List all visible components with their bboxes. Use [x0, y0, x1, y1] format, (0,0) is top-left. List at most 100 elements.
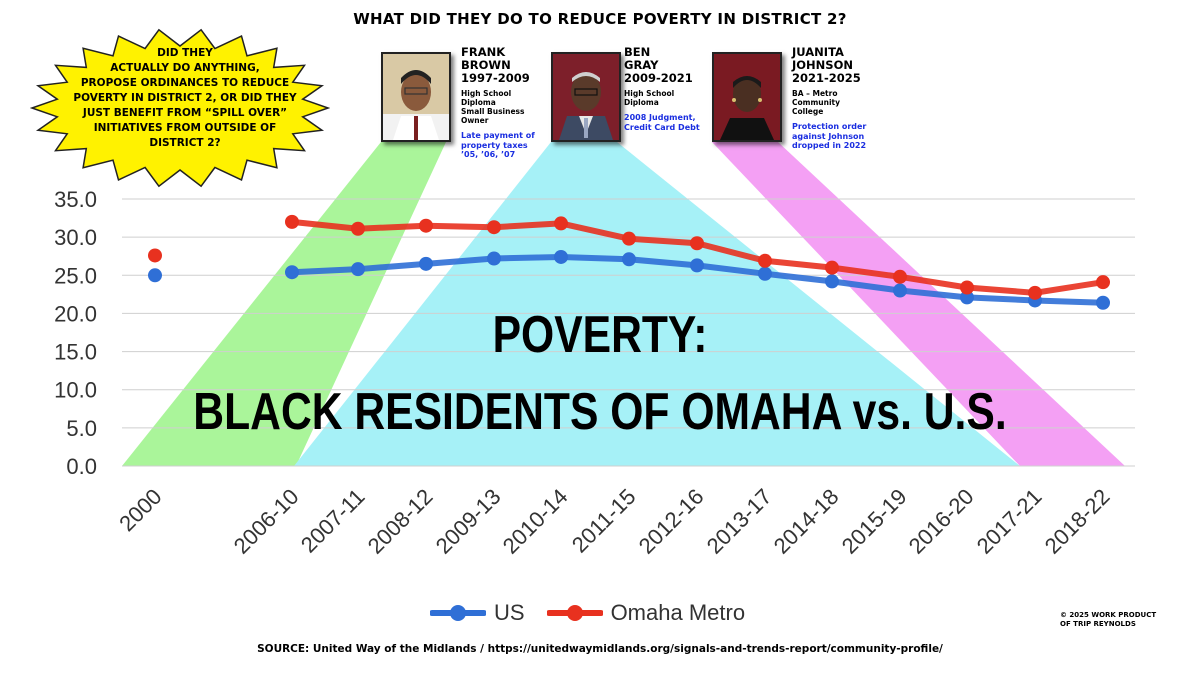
y-tick-label: 0.0	[66, 454, 97, 479]
y-tick-label: 5.0	[66, 416, 97, 441]
x-tick-label: 2015-19	[837, 484, 912, 559]
note-line: 2008 Judgment,	[624, 113, 696, 122]
official-first-name: FRANK	[461, 45, 506, 59]
copyright-credit: © 2025 WORK PRODUCT OF TRIP REYNOLDS	[1060, 611, 1200, 629]
x-axis-ticks: 2000 2006-102007-112008-122009-132010-142…	[114, 484, 1114, 559]
data-point	[622, 252, 636, 267]
legend-item-omaha: Omaha Metro	[546, 600, 746, 626]
y-tick-label: 15.0	[54, 340, 97, 365]
official-term: 1997-2009	[461, 71, 530, 85]
note-line: Protection order	[792, 122, 867, 131]
official-info-ben-gray: BEN GRAY 2009-2021 High School Diploma 2…	[624, 46, 724, 132]
official-term: 2021-2025	[792, 71, 861, 85]
official-info-frank-brown: FRANK BROWN 1997-2009 High School Diplom…	[461, 46, 561, 160]
data-point	[960, 280, 974, 295]
chart-legend: US Omaha Metro	[430, 598, 767, 628]
edu-line: Community	[792, 98, 841, 107]
page-title: WHAT DID THEY DO TO REDUCE POVERTY IN DI…	[353, 10, 847, 28]
x-tick-label: 2010-14	[498, 484, 573, 559]
official-last-name: BROWN	[461, 58, 511, 72]
x-tick-label: 2007-11	[296, 484, 370, 558]
data-point	[758, 253, 772, 268]
callout-line: DID THEY	[157, 47, 213, 59]
data-point	[487, 251, 501, 266]
y-tick-label: 10.0	[54, 378, 97, 403]
callout-line: POVERTY IN DISTRICT 2, OR DID THEY	[73, 92, 297, 104]
edu-line: High School	[461, 89, 512, 98]
legend-swatch-us	[430, 605, 486, 621]
term-band	[712, 142, 1125, 466]
data-point	[554, 216, 568, 231]
official-education: BA – Metro Community College	[792, 89, 892, 116]
callout-burst	[30, 28, 330, 188]
edu-line: High School	[624, 89, 675, 98]
official-note: 2008 Judgment, Credit Card Debt	[624, 113, 724, 132]
official-first-name: BEN	[624, 45, 651, 59]
credit-line: © 2025 WORK PRODUCT	[1060, 611, 1157, 619]
note-line: dropped in 2022	[792, 141, 867, 150]
official-info-juanita-johnson: JUANITA JOHNSON 2021-2025 BA – Metro Com…	[792, 46, 892, 151]
data-point	[690, 258, 704, 273]
note-line: ’05, ’06, ’07	[461, 150, 516, 159]
series-omaha-metro	[148, 214, 1110, 300]
x-tick-label: 2000	[114, 484, 166, 536]
credit-line: OF TRIP REYNOLDS	[1060, 620, 1136, 628]
portrait-juanita-johnson	[712, 52, 782, 142]
x-tick-label: 2017-21	[972, 484, 1047, 559]
data-point	[419, 218, 433, 233]
source-footnote: SOURCE: United Way of the Midlands / htt…	[257, 643, 943, 655]
data-point	[487, 220, 501, 235]
portrait-frank-brown	[381, 52, 451, 142]
data-point	[622, 231, 636, 246]
note-line: Late payment of	[461, 131, 535, 140]
data-point	[1096, 295, 1110, 310]
data-point	[285, 265, 299, 280]
x-tick-label: 2016-20	[904, 484, 979, 559]
data-point	[825, 260, 839, 275]
x-tick-label: 2018-22	[1040, 484, 1115, 559]
data-point	[554, 249, 568, 264]
x-tick-label: 2011-15	[567, 484, 641, 558]
callout-line: ACTUALLY DO ANYTHING,	[110, 62, 260, 74]
gridlines	[122, 198, 1135, 467]
portrait-ben-gray	[551, 52, 621, 142]
overlay-title-line1: POVERTY:	[492, 306, 708, 364]
x-tick-label: 2006-10	[229, 484, 304, 559]
x-tick-label: 2008-12	[363, 484, 438, 559]
official-term: 2009-2021	[624, 71, 693, 85]
edu-line: Owner	[461, 116, 489, 125]
x-tick-label: 2009-13	[431, 484, 506, 559]
data-point	[1028, 285, 1042, 300]
callout-line: PROPOSE ORDINANCES TO REDUCE	[80, 77, 290, 89]
data-point	[893, 283, 907, 298]
y-tick-label: 35.0	[54, 187, 97, 212]
legend-item-us: US	[430, 600, 525, 626]
edu-line: College	[792, 107, 824, 116]
data-point	[148, 268, 162, 283]
callout-line: JUST BENEFIT FROM “SPILL OVER”	[82, 107, 288, 119]
y-tick-label: 30.0	[54, 225, 97, 250]
y-axis-ticks: 0.0 5.0 10.0 15.0 20.0 25.0 30.0 35.0	[54, 187, 97, 479]
term-bands	[122, 142, 1125, 466]
edu-line: Diploma	[461, 98, 496, 107]
official-note: Late payment of property taxes ’05, ’06,…	[461, 131, 561, 160]
legend-label-omaha: Omaha Metro	[610, 600, 746, 625]
data-point	[148, 248, 162, 263]
y-tick-label: 25.0	[54, 263, 97, 288]
edu-line: Small Business	[461, 107, 525, 116]
data-point	[758, 266, 772, 281]
official-education: High School Diploma Small Business Owner	[461, 89, 561, 125]
term-band	[294, 142, 1020, 466]
legend-swatch-omaha	[546, 605, 603, 621]
series-us	[148, 249, 1110, 310]
overlay-title-line2: BLACK RESIDENTS OF OMAHA vs. U.S.	[193, 383, 1007, 441]
term-band	[122, 142, 446, 466]
edu-line: BA – Metro	[792, 89, 838, 98]
callout-text: DID THEY ACTUALLY DO ANYTHING, PROPOSE O…	[70, 46, 300, 151]
official-last-name: GRAY	[624, 58, 659, 72]
data-point	[351, 221, 365, 236]
data-point	[351, 262, 365, 277]
official-note: Protection order against Johnson dropped…	[792, 122, 892, 151]
data-point	[960, 290, 974, 305]
